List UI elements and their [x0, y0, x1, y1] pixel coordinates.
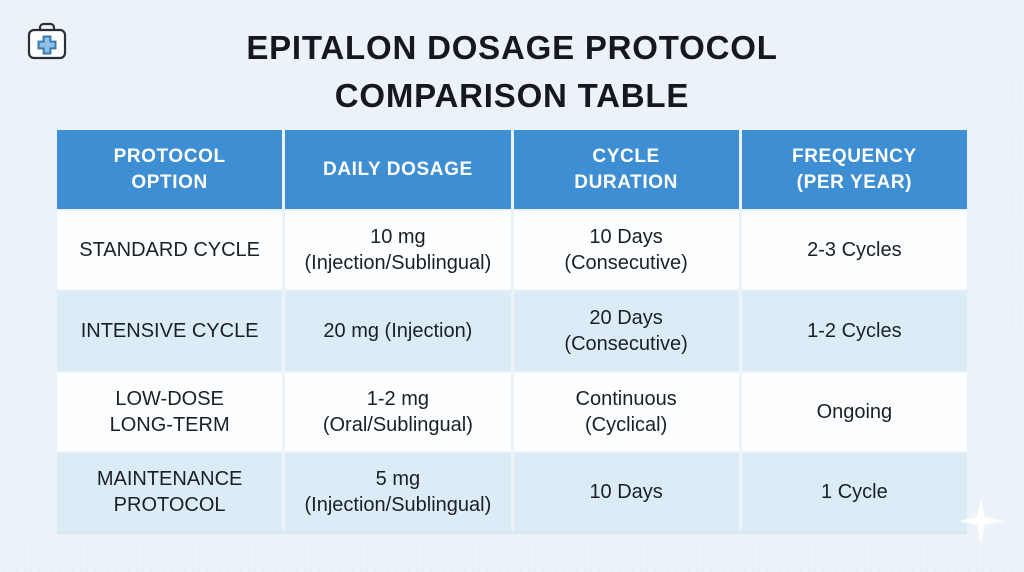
comparison-table: PROTOCOL OPTION DAILY DOSAGE CYCLE DURAT… — [57, 130, 967, 531]
first-aid-kit-icon — [25, 20, 69, 64]
row-label-low-dose-long-term: LOW-DOSE LONG-TERM — [57, 373, 283, 451]
table-cell: 10 Days — [513, 453, 739, 531]
table-cell: 10 mg (Injection/Sublingual) — [285, 211, 511, 289]
page-title-line-2: COMPARISON TABLE — [334, 77, 690, 114]
table-cell: 5 mg (Injection/Sublingual) — [285, 453, 511, 531]
page-title-line-1: EPITALON DOSAGE PROTOCOL — [246, 29, 778, 66]
table-cell: 10 Days (Consecutive) — [513, 211, 739, 289]
table-cell: 20 mg (Injection) — [285, 291, 511, 371]
row-label-standard-cycle: STANDARD CYCLE — [57, 211, 283, 289]
row-label-intensive-cycle: INTENSIVE CYCLE — [57, 291, 283, 371]
table-cell: 1-2 Cycles — [741, 291, 967, 371]
table-cell: 1-2 mg (Oral/Sublingual) — [285, 373, 511, 451]
sparkle-icon — [958, 498, 1004, 544]
column-header-frequency: FREQUENCY (PER YEAR) — [741, 130, 967, 209]
table-cell: 2-3 Cycles — [741, 211, 967, 289]
row-label-maintenance-protocol: MAINTENANCE PROTOCOL — [57, 453, 283, 531]
first-aid-kit-icon-svg — [27, 22, 67, 60]
column-header-cycle-duration: CYCLE DURATION — [513, 130, 739, 209]
sparkle-icon-svg — [958, 498, 1004, 544]
dot-texture-bottom — [0, 546, 1024, 572]
page-title: EPITALON DOSAGE PROTOCOL COMPARISON TABL… — [0, 24, 1024, 120]
table-cell: Continuous (Cyclical) — [513, 373, 739, 451]
table-cell: 1 Cycle — [741, 453, 967, 531]
table-cell: 20 Days (Consecutive) — [513, 291, 739, 371]
column-header-protocol-option: PROTOCOL OPTION — [57, 130, 283, 209]
column-header-daily-dosage: DAILY DOSAGE — [285, 130, 511, 209]
table-cell: Ongoing — [741, 373, 967, 451]
